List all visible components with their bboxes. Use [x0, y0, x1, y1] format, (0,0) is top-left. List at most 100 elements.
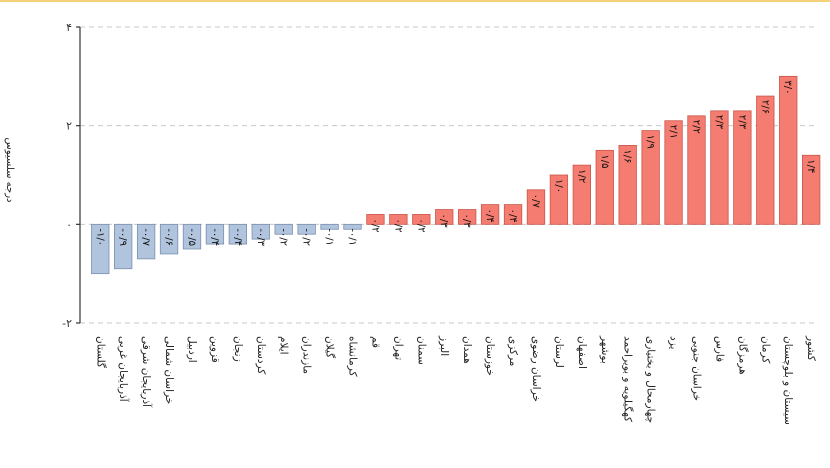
category-label: آذربایجان غربی	[117, 336, 130, 403]
value-label: -۰/۴	[209, 228, 220, 246]
category-label: کشور	[805, 335, 817, 361]
y-axis-title: درجه سلسیوس	[4, 137, 15, 202]
value-label: ۰/۳	[461, 214, 472, 229]
value-label: ۰/۴	[484, 209, 495, 223]
category-label: بوشهر	[599, 335, 611, 364]
value-label: ۳/۰	[782, 80, 793, 94]
bar	[389, 214, 408, 225]
category-label: تهران	[392, 336, 404, 360]
bar	[756, 95, 775, 225]
category-label: سیستان و بلوچستان	[782, 336, 794, 425]
bar	[595, 149, 614, 225]
value-label: -۰/۲	[301, 228, 312, 246]
bar	[480, 204, 500, 225]
axes	[76, 26, 81, 324]
value-label: ۱/۶	[622, 149, 633, 163]
value-label: ۰/۳	[438, 214, 449, 229]
category-label: خوزستان	[484, 336, 496, 376]
category-label: هرمزگان	[736, 336, 749, 375]
bar	[366, 214, 385, 225]
category-label: یزد	[668, 336, 680, 349]
category-label: کرمان	[759, 336, 771, 363]
category-label: زنجان	[232, 336, 244, 362]
category-label: ایلام	[278, 336, 290, 355]
value-label: -۰/۷	[140, 228, 151, 246]
category-labels: گلستان آذربایجان غربی آذربایجان شرقی خراسان…	[94, 335, 817, 425]
value-label: -۰/۱	[347, 228, 358, 246]
category-label: قزوین	[209, 336, 221, 363]
bar	[297, 223, 316, 235]
bar	[664, 120, 683, 225]
bar	[710, 110, 729, 225]
value-labels: -۱/۰ -۰/۹ -۰/۷ -۰/۶ -۰/۵ -۰/۴ -۰/۴ -۰/۳ -۰/۲ -۰/۲…	[94, 80, 816, 246]
bar	[572, 164, 591, 225]
bar	[320, 223, 339, 230]
category-label: سمنان	[415, 336, 427, 365]
value-label: -۰/۲	[278, 228, 289, 246]
bar	[503, 204, 523, 225]
value-label: -۰/۵	[186, 228, 197, 246]
bar	[641, 130, 660, 225]
value-label: ۰/۴	[507, 209, 518, 223]
category-label: اردبیل	[186, 336, 198, 363]
bar	[526, 189, 546, 225]
category-label: کردستان	[255, 336, 267, 374]
category-label: کهگیلویه و بویراحمد	[622, 336, 635, 422]
category-label: گلستان	[94, 336, 107, 368]
bar	[228, 223, 247, 245]
value-label: ۲/۶	[759, 100, 770, 114]
value-label: ۰/۷	[530, 194, 541, 209]
y-tick-label: ۲	[66, 120, 72, 133]
category-label: خراسان رضوی	[530, 336, 542, 402]
category-label: مازندران	[301, 336, 313, 374]
value-label: ۲/۳	[736, 115, 747, 130]
value-label: ۱/۵	[599, 154, 610, 168]
value-label: ۱/۹	[645, 135, 656, 149]
category-label: کرمانشاه	[347, 336, 359, 377]
bar	[549, 174, 569, 225]
bar	[435, 209, 454, 225]
category-label: چهارمحال و بختیاری	[645, 336, 657, 423]
value-label: ۲/۳	[713, 115, 724, 130]
bar	[779, 75, 798, 225]
category-label: مرکزی	[507, 336, 519, 366]
bar	[205, 223, 225, 245]
bar	[343, 223, 362, 230]
category-label: قم	[369, 336, 381, 348]
bar	[458, 209, 477, 225]
bar	[136, 223, 156, 260]
bar	[618, 144, 637, 225]
bar	[182, 223, 202, 250]
value-label: ۰/۲	[415, 218, 426, 232]
value-label: ۰/۲	[392, 218, 403, 232]
bar	[733, 110, 752, 225]
value-label: -۰/۶	[163, 228, 174, 246]
bar	[687, 115, 706, 225]
bar	[412, 214, 431, 225]
value-label: -۰/۹	[117, 228, 128, 246]
bars	[91, 75, 821, 275]
bar	[91, 223, 110, 275]
category-label: خراسان شمالی	[163, 336, 175, 404]
value-label: ۱/۴	[805, 159, 816, 173]
value-label: -۰/۱	[324, 228, 335, 246]
top-border-line	[0, 0, 830, 2]
category-label: همدان	[461, 336, 473, 364]
y-tick-label: ۰	[66, 218, 72, 231]
bar	[251, 223, 270, 240]
y-tick-labels: -۲ ۰ ۲ ۴	[62, 21, 72, 330]
category-label: آذربایجان شرقی	[140, 336, 153, 408]
category-label: خراسان جنوبی	[690, 336, 702, 401]
category-label: لرستان	[553, 336, 565, 368]
category-label: فارس	[713, 336, 725, 362]
value-label: -۱/۰	[94, 228, 105, 246]
y-tick-label: ۴	[66, 21, 72, 34]
value-label: ۲/۲	[690, 120, 701, 134]
bar	[274, 223, 293, 235]
bar	[159, 223, 179, 255]
bar	[802, 154, 821, 225]
value-label: -۰/۴	[232, 228, 243, 246]
value-label: ۱/۰	[553, 179, 564, 193]
category-label: گیلان	[324, 336, 337, 358]
